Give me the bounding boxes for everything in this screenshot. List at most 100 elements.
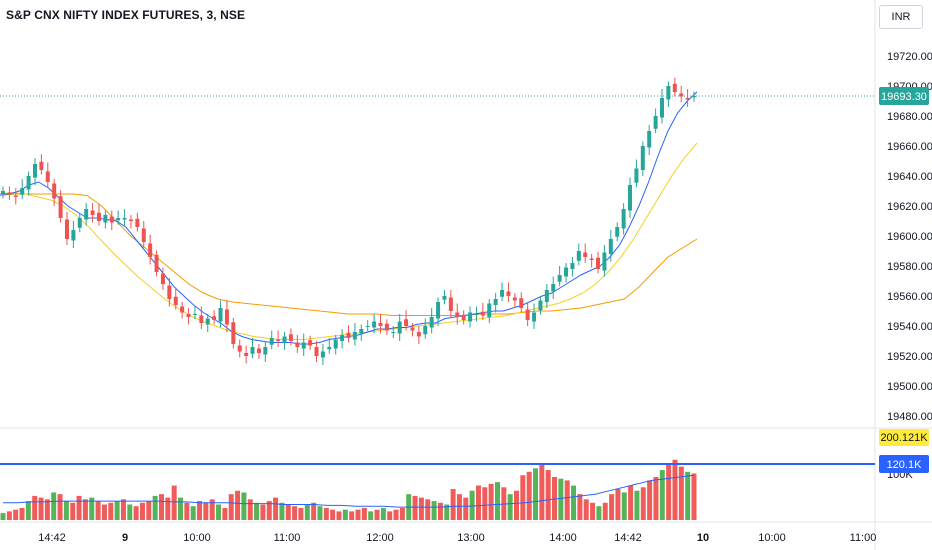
volume-bar bbox=[44, 499, 50, 520]
volume-bar bbox=[51, 492, 57, 520]
volume-bar bbox=[564, 480, 570, 520]
volume-upper-label: 200.121K bbox=[880, 432, 928, 444]
candle-body bbox=[602, 252, 607, 271]
y-tick-label: 19660.00 bbox=[887, 141, 932, 153]
candle-body bbox=[352, 332, 357, 340]
volume-bar bbox=[621, 492, 627, 520]
candle-body bbox=[135, 218, 140, 227]
candle-body bbox=[532, 312, 537, 322]
candle-body bbox=[423, 326, 428, 335]
volume-bar bbox=[615, 489, 621, 520]
candle-body bbox=[237, 345, 242, 352]
volume-bar bbox=[285, 504, 291, 520]
last-price-label: 19693.30 bbox=[881, 91, 927, 103]
candle-body bbox=[372, 321, 377, 328]
volume-bar bbox=[165, 497, 171, 520]
volume-bar bbox=[317, 506, 323, 520]
candle-body bbox=[640, 146, 645, 170]
volume-bar bbox=[311, 502, 317, 520]
volume-bar bbox=[469, 490, 475, 520]
volume-bar bbox=[32, 495, 38, 520]
volume-bar bbox=[590, 502, 596, 520]
volume-bar bbox=[463, 497, 469, 520]
volume-bar bbox=[399, 507, 405, 520]
candle-body bbox=[244, 353, 249, 356]
candle-body bbox=[295, 342, 300, 347]
candle-body bbox=[186, 314, 191, 317]
x-tick-label: 13:00 bbox=[457, 532, 485, 544]
volume-bar bbox=[349, 511, 355, 520]
candle-body bbox=[276, 339, 281, 341]
volume-bar bbox=[691, 473, 697, 520]
candle-body bbox=[384, 323, 389, 331]
y-tick-label: 19640.00 bbox=[887, 171, 932, 183]
volume-bar bbox=[412, 495, 418, 520]
candle-body bbox=[685, 98, 690, 100]
y-tick-label: 19680.00 bbox=[887, 111, 932, 123]
candle-body bbox=[493, 299, 498, 305]
candle-body bbox=[205, 318, 210, 325]
volume-bar bbox=[507, 494, 513, 520]
volume-bar bbox=[444, 504, 450, 520]
volume-bar bbox=[114, 501, 120, 520]
volume-bar bbox=[13, 509, 19, 520]
volume-bar bbox=[513, 490, 519, 520]
volume-bar bbox=[609, 494, 615, 520]
volume-bar bbox=[437, 502, 443, 520]
candle-body bbox=[397, 321, 402, 334]
x-tick-label: 10:00 bbox=[183, 532, 211, 544]
candle-body bbox=[564, 267, 569, 277]
candle-body bbox=[621, 209, 626, 229]
candle-body bbox=[52, 183, 57, 199]
candle-body bbox=[64, 219, 69, 239]
candle-body bbox=[487, 303, 492, 317]
volume-bar bbox=[190, 506, 196, 520]
candle-body bbox=[359, 329, 364, 334]
candle-body bbox=[167, 285, 172, 299]
x-tick-label: 14:00 bbox=[549, 532, 577, 544]
candle-body bbox=[634, 168, 639, 183]
currency-button[interactable]: INR bbox=[879, 5, 923, 29]
candle-body bbox=[480, 311, 485, 316]
candle-body bbox=[672, 83, 677, 92]
candle-body bbox=[436, 302, 441, 319]
candle-body bbox=[13, 195, 18, 197]
ma-mid-line bbox=[0, 142, 698, 340]
candle-body bbox=[173, 296, 178, 305]
candle-body bbox=[231, 322, 236, 344]
candle-body bbox=[660, 98, 665, 118]
candle-body bbox=[333, 339, 338, 349]
volume-bar bbox=[666, 464, 672, 520]
volume-bar bbox=[456, 494, 462, 520]
candle-body bbox=[20, 188, 25, 195]
candle-body bbox=[288, 334, 293, 341]
last-price-tag bbox=[879, 87, 929, 106]
candle-body bbox=[256, 348, 261, 353]
volume-bar bbox=[583, 499, 589, 520]
volume-bar bbox=[247, 499, 253, 520]
candle-body bbox=[212, 316, 217, 320]
candle-body bbox=[391, 332, 396, 333]
y-tick-label: 19620.00 bbox=[887, 201, 932, 213]
candle-body bbox=[148, 243, 153, 257]
volume-bar bbox=[425, 499, 431, 520]
candle-body bbox=[32, 164, 37, 178]
candle-body bbox=[378, 323, 383, 326]
candle-body bbox=[58, 196, 63, 218]
volume-bar bbox=[120, 499, 126, 520]
volume-bar bbox=[0, 513, 6, 520]
candle-body bbox=[314, 347, 319, 356]
volume-bar bbox=[298, 507, 304, 520]
y-tick-label: 19500.00 bbox=[887, 381, 932, 393]
volume-bar bbox=[82, 499, 88, 520]
candle-body bbox=[340, 335, 345, 341]
candle-body bbox=[506, 291, 511, 296]
volume-bar bbox=[146, 501, 152, 520]
volume-bar bbox=[380, 507, 386, 520]
candle-body bbox=[192, 314, 197, 315]
volume-bar bbox=[108, 502, 114, 520]
volume-bar bbox=[659, 470, 665, 520]
volume-bar bbox=[577, 494, 583, 520]
volume-bar bbox=[178, 497, 184, 520]
